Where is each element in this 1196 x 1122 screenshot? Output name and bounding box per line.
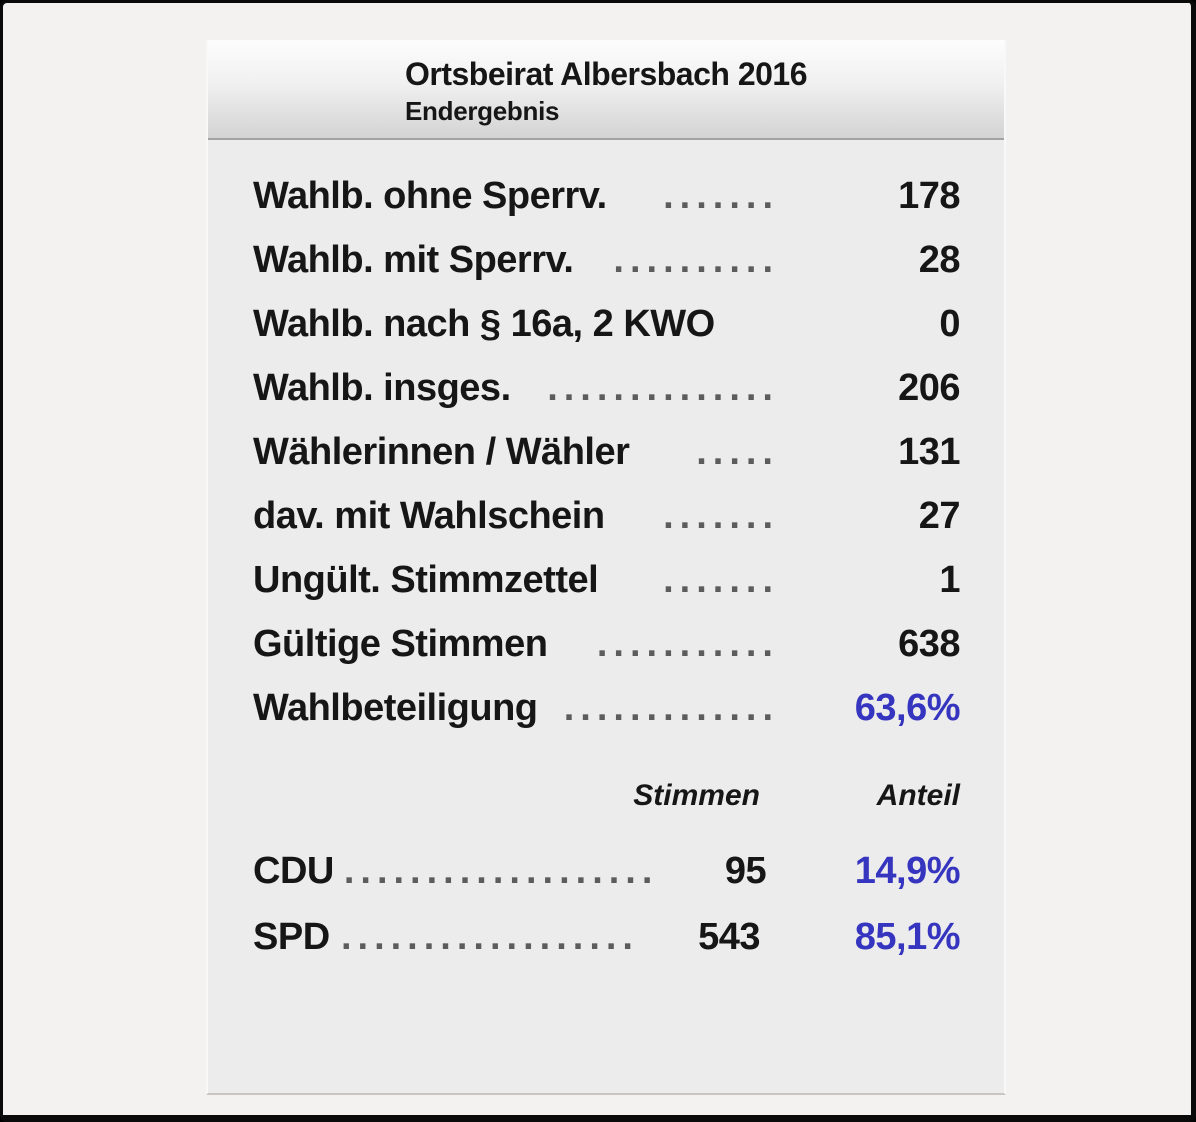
- stat-label: Wahlb. insges.: [253, 367, 511, 409]
- dot-leader: ...................: [343, 850, 655, 892]
- stat-value: 0: [939, 303, 960, 345]
- party-row-cdu: CDU ................... 95 14,9%: [253, 838, 960, 904]
- dot-leader: .......: [663, 175, 779, 217]
- stat-label: Ungült. Stimmzettel: [253, 559, 599, 601]
- page-title: Ortsbeirat Albersbach 2016: [405, 56, 808, 92]
- dot-leader: .......: [663, 495, 779, 537]
- panel-header: Ortsbeirat Albersbach 2016 Endergebnis: [208, 40, 1004, 140]
- dot-leader: ...........: [596, 623, 779, 665]
- stat-value: 1: [939, 559, 960, 601]
- dot-leader: [715, 292, 785, 356]
- stat-value: 178: [898, 175, 960, 217]
- party-votes: 95: [724, 850, 767, 892]
- dot-leader: ..............: [547, 367, 779, 409]
- stat-row-wahlbeteiligung: Wahlbeteiligung ............. 63,6%: [253, 676, 961, 740]
- stat-label: Wahlbeteiligung: [253, 687, 538, 729]
- stat-row-dav-mit-wahlschein: dav. mit Wahlschein ....... 27: [253, 484, 961, 548]
- stat-value: 27: [918, 495, 961, 537]
- stat-value: 638: [898, 623, 960, 665]
- dot-leader: .............: [563, 687, 779, 729]
- party-row-spd: SPD .................. 543 85,1%: [253, 904, 961, 970]
- stat-row-wahlb-mit-sperrv: Wahlb. mit Sperrv. .......... 28: [253, 228, 961, 292]
- stat-value-turnout: 63,6%: [854, 687, 961, 729]
- stat-value: 28: [918, 239, 961, 281]
- stat-row-wahlb-ohne-sperrv: Wahlb. ohne Sperrv. ....... 178: [253, 164, 961, 228]
- stat-row-wahlb-nach-16a: Wahlb. nach § 16a, 2 KWO 0: [253, 292, 961, 356]
- party-results-list: CDU ................... 95 14,9% SPD ...…: [253, 838, 961, 970]
- column-header-share: Anteil: [876, 779, 960, 812]
- party-votes: 543: [698, 916, 760, 958]
- stat-label: Wahlb. ohne Sperrv.: [253, 175, 607, 217]
- election-results-panel: Ortsbeirat Albersbach 2016 Endergebnis W…: [206, 40, 1006, 1095]
- stat-value: 206: [898, 367, 960, 409]
- party-table-header: Stimmen Anteil: [253, 774, 960, 818]
- stat-row-waehlerinnen-waehler: Wählerinnen / Wähler ..... 131: [253, 420, 961, 484]
- stat-label: Wahlb. nach § 16a, 2 KWO: [253, 303, 715, 345]
- stat-label: Wahlb. mit Sperrv.: [253, 239, 574, 281]
- party-share: 85,1%: [854, 916, 961, 958]
- stat-row-wahlb-insges: Wahlb. insges. .............. 206: [253, 356, 961, 420]
- stat-row-ungueltige-stimmzettel: Ungült. Stimmzettel ....... 1: [253, 548, 961, 612]
- party-name: SPD: [253, 916, 330, 958]
- header-text-block: Ortsbeirat Albersbach 2016 Endergebnis: [405, 40, 808, 127]
- dot-leader: ..........: [613, 239, 779, 281]
- stat-label: dav. mit Wahlschein: [253, 495, 605, 537]
- stat-row-gueltige-stimmen: Gültige Stimmen ........... 638: [253, 612, 961, 676]
- party-name: CDU: [253, 850, 334, 892]
- stat-value: 131: [898, 431, 960, 473]
- stat-label: Gültige Stimmen: [253, 623, 548, 665]
- dot-leader: .....: [696, 431, 779, 473]
- party-share: 14,9%: [854, 850, 961, 892]
- dot-leader: ..................: [340, 916, 639, 958]
- statistics-list: Wahlb. ohne Sperrv. ....... 178 Wahlb. m…: [253, 164, 961, 740]
- stat-label: Wählerinnen / Wähler: [253, 431, 630, 473]
- panel-body: Wahlb. ohne Sperrv. ....... 178 Wahlb. m…: [208, 140, 1004, 970]
- result-status-label: Endergebnis: [405, 96, 560, 126]
- dot-leader: .......: [663, 559, 779, 601]
- column-header-votes: Stimmen: [633, 779, 760, 812]
